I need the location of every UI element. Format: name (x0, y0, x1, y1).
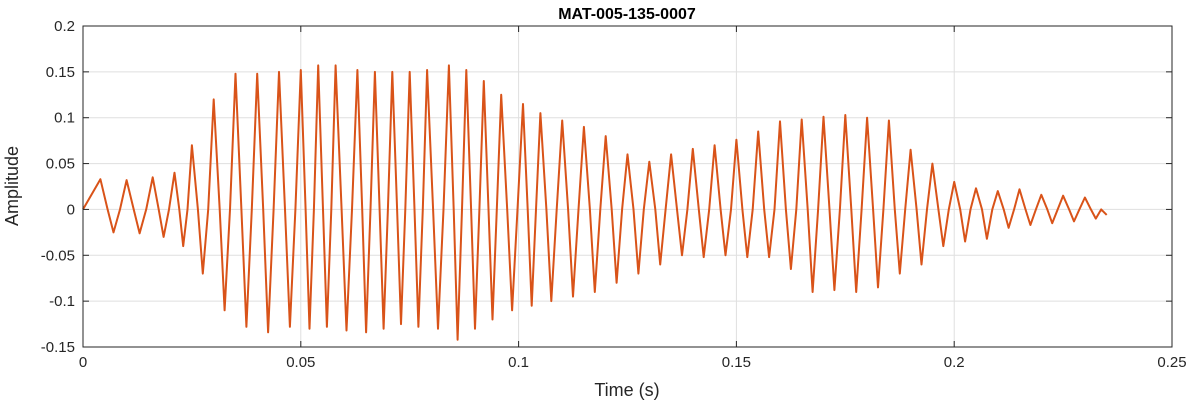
y-tick-label: -0.1 (49, 293, 75, 310)
x-tick-label: 0.05 (286, 354, 315, 371)
y-tick-label: -0.15 (41, 339, 75, 356)
x-tick-label: 0 (79, 354, 87, 371)
y-tick-label: 0.05 (46, 156, 75, 173)
y-tick-label: 0.2 (54, 18, 75, 35)
ticks (82, 25, 1173, 348)
chart-title: MAT-005-135-0007 (558, 6, 696, 23)
y-tick-labels: -0.15 -0.1 -0.05 0 0.05 0.1 0.15 0.2 (41, 18, 75, 356)
x-tick-labels: 0 0.05 0.1 0.15 0.2 0.25 (79, 354, 1187, 371)
x-tick-label: 0.1 (508, 354, 529, 371)
x-tick-label: 0.15 (722, 354, 751, 371)
waveform-line-series-0 (82, 64, 1108, 341)
y-tick-label: 0.15 (46, 64, 75, 81)
x-tick-label: 0.2 (944, 354, 965, 371)
series-layer (82, 64, 1108, 341)
axes-frame (82, 25, 1173, 348)
x-axis-label: Time (s) (594, 380, 659, 400)
y-tick-label: -0.05 (41, 247, 75, 264)
y-tick-label: 0.1 (54, 110, 75, 127)
y-tick-label: 0 (67, 201, 75, 218)
x-tick-label: 0.25 (1157, 354, 1186, 371)
y-axis-label: Amplitude (2, 146, 22, 226)
